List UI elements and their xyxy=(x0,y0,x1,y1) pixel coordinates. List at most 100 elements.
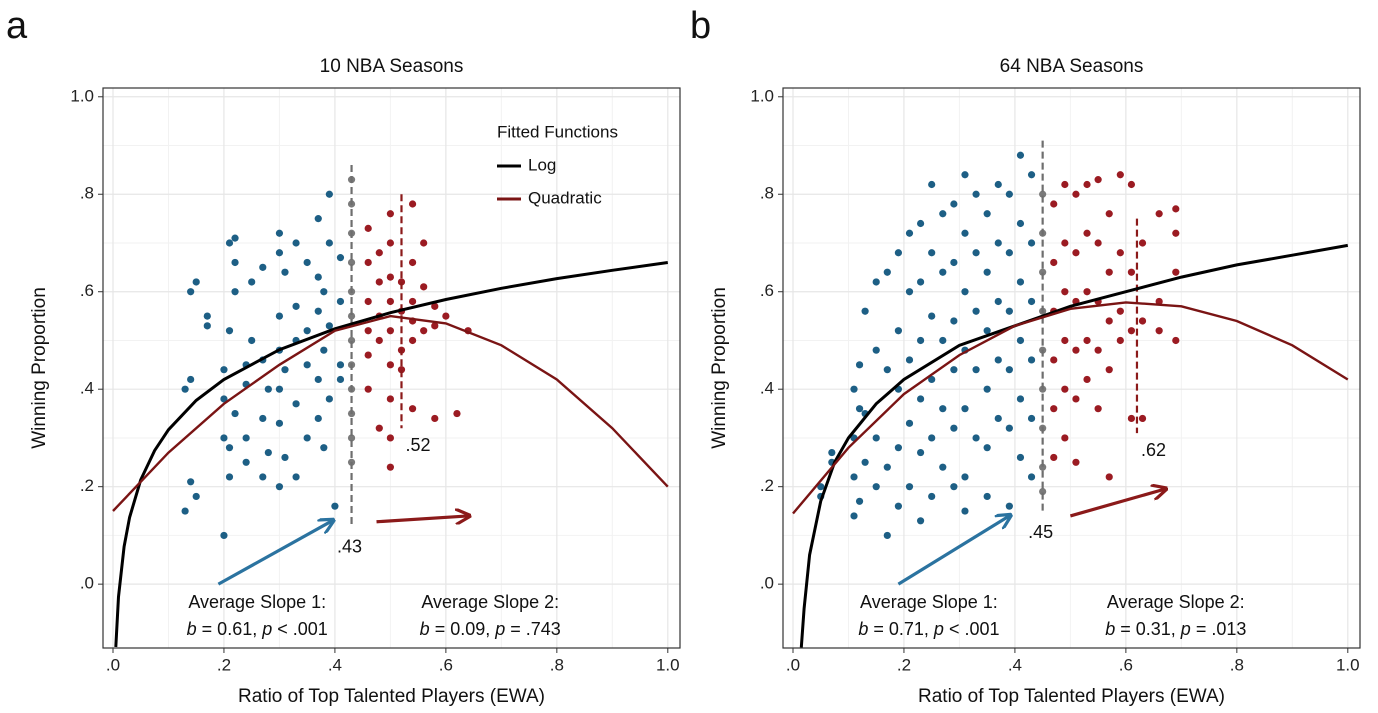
data-point xyxy=(850,512,858,520)
data-point xyxy=(972,434,980,442)
data-point xyxy=(916,448,925,457)
arrow xyxy=(376,516,469,522)
data-point xyxy=(950,483,958,491)
annotation-label: Average Slope 2: xyxy=(1107,592,1245,612)
annotation-stats: b = 0.71, p < .001 xyxy=(858,619,999,639)
data-point xyxy=(916,395,925,403)
data-point xyxy=(347,434,356,442)
x-tick-label: .4 xyxy=(328,655,342,674)
data-point xyxy=(347,336,356,345)
data-point xyxy=(1039,268,1047,276)
data-point xyxy=(314,215,322,223)
data-point xyxy=(1050,405,1058,413)
data-point xyxy=(928,375,936,384)
data-point xyxy=(314,273,322,281)
data-point xyxy=(275,229,284,237)
data-point xyxy=(325,239,333,247)
data-point xyxy=(817,483,825,491)
data-point xyxy=(242,458,250,466)
data-point xyxy=(1005,190,1013,198)
data-point xyxy=(1127,414,1136,423)
data-point xyxy=(292,400,300,408)
data-point xyxy=(1138,317,1147,325)
data-point xyxy=(364,385,372,393)
data-point xyxy=(364,224,372,232)
data-point xyxy=(386,297,394,306)
annotation-label: Average Slope 2: xyxy=(421,592,559,612)
annotation-part: = 0.71, xyxy=(868,619,934,639)
data-point xyxy=(1005,502,1013,510)
panel-label: b xyxy=(690,5,711,47)
data-point xyxy=(259,414,267,423)
data-point xyxy=(303,361,311,369)
data-point xyxy=(347,258,356,267)
x-tick-label: 1.0 xyxy=(656,655,680,674)
data-point xyxy=(1155,210,1163,218)
data-point xyxy=(248,336,256,345)
data-point xyxy=(1094,346,1102,354)
x-tick-label: .8 xyxy=(1230,655,1244,674)
y-tick-label: 1.0 xyxy=(750,86,774,105)
data-point xyxy=(1094,239,1102,247)
y-tick-label: .2 xyxy=(80,476,94,495)
data-point xyxy=(950,424,958,432)
data-point xyxy=(1061,180,1069,189)
annotation-part: b xyxy=(420,619,430,639)
data-point xyxy=(375,424,383,432)
data-point xyxy=(331,502,339,510)
data-point xyxy=(994,297,1002,306)
data-point xyxy=(364,351,372,359)
data-point xyxy=(375,278,383,286)
data-point xyxy=(1050,453,1058,462)
data-point xyxy=(1072,346,1080,354)
data-point xyxy=(961,507,969,515)
data-point xyxy=(861,458,869,466)
data-point xyxy=(1005,366,1013,374)
x-tick-label: 1.0 xyxy=(1336,655,1360,674)
panel-label: a xyxy=(6,5,28,47)
data-point xyxy=(347,312,356,320)
data-point xyxy=(1027,239,1036,247)
annotation-part: p xyxy=(494,619,505,639)
data-point xyxy=(950,317,958,325)
y-tick-label: .6 xyxy=(80,281,94,300)
annotation-stats: b = 0.09, p = .743 xyxy=(420,619,561,639)
data-point xyxy=(1016,151,1025,159)
data-point xyxy=(883,531,891,540)
data-point xyxy=(855,361,864,369)
data-point xyxy=(950,366,958,374)
plot-area xyxy=(792,140,1349,648)
fit-line xyxy=(114,261,669,648)
data-point xyxy=(828,448,836,457)
data-point xyxy=(386,361,394,369)
y-tick-label: .6 xyxy=(760,281,774,300)
data-point xyxy=(855,405,864,413)
data-point xyxy=(950,200,958,208)
data-point xyxy=(187,478,195,486)
x-tick-label: .2 xyxy=(897,655,911,674)
annotation-label: Average Slope 1: xyxy=(860,592,998,612)
annotation-part: b xyxy=(1105,619,1115,639)
data-point xyxy=(281,453,289,462)
data-point xyxy=(248,278,256,286)
data-point xyxy=(1116,249,1124,257)
data-point xyxy=(928,434,936,442)
data-point xyxy=(1061,385,1069,393)
data-point xyxy=(961,229,969,237)
data-point xyxy=(1016,453,1025,462)
data-point xyxy=(983,444,991,452)
data-point xyxy=(850,385,858,393)
threshold-label: .62 xyxy=(1141,440,1166,460)
plot-border xyxy=(782,87,1361,649)
data-point xyxy=(187,375,195,384)
data-point xyxy=(320,288,328,296)
data-point xyxy=(1105,473,1113,481)
data-point xyxy=(1050,356,1058,364)
plot-background xyxy=(783,88,1360,648)
data-point xyxy=(1083,180,1091,189)
data-point xyxy=(1027,356,1036,364)
data-point xyxy=(894,249,903,257)
x-tick-label: .2 xyxy=(217,655,231,674)
data-point xyxy=(1039,190,1047,198)
data-point xyxy=(275,483,284,491)
